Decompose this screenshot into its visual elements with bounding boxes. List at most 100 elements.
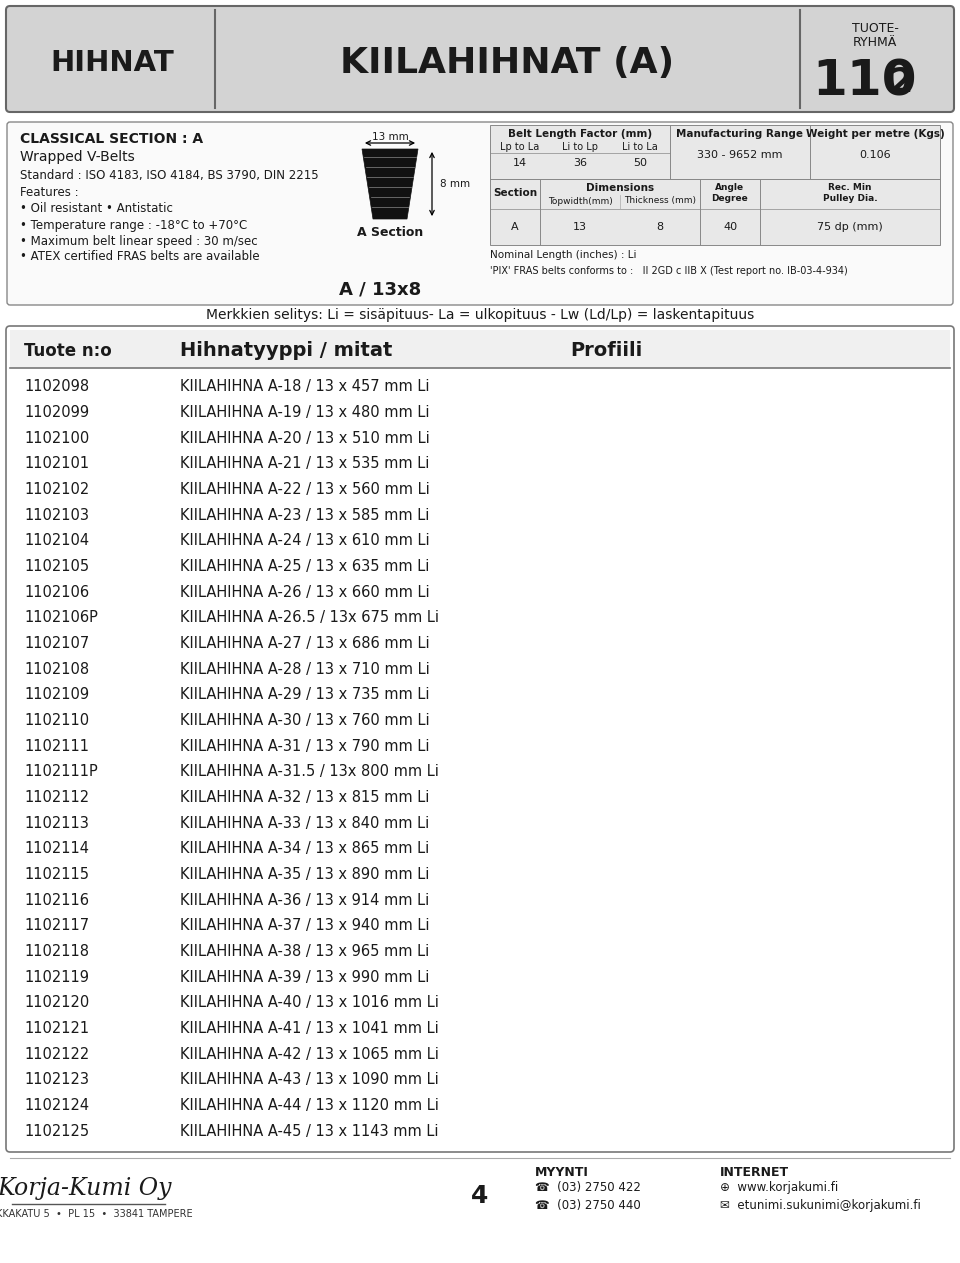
Text: 1102111: 1102111 [24, 739, 89, 754]
Text: 1102118: 1102118 [24, 943, 89, 959]
Text: KIILAHIHNA A-26 / 13 x 660 mm Li: KIILAHIHNA A-26 / 13 x 660 mm Li [180, 585, 430, 600]
Text: 1102112: 1102112 [24, 789, 89, 805]
Text: KIILAHIHNA A-40 / 13 x 1016 mm Li: KIILAHIHNA A-40 / 13 x 1016 mm Li [180, 995, 439, 1010]
Text: 1102105: 1102105 [24, 560, 89, 573]
Text: KIILAHIHNA A-38 / 13 x 965 mm Li: KIILAHIHNA A-38 / 13 x 965 mm Li [180, 943, 429, 959]
Text: Nominal Length (inches) : Li: Nominal Length (inches) : Li [490, 250, 636, 260]
FancyBboxPatch shape [490, 179, 940, 245]
Text: 330 - 9652 mm: 330 - 9652 mm [697, 150, 782, 160]
Text: 75 dp (mm): 75 dp (mm) [817, 222, 883, 232]
Text: ⊕  www.korjakumi.fi: ⊕ www.korjakumi.fi [720, 1181, 838, 1195]
Text: Topwidth(mm): Topwidth(mm) [547, 197, 612, 206]
Text: KIILAHIHNA A-23 / 13 x 585 mm Li: KIILAHIHNA A-23 / 13 x 585 mm Li [180, 508, 429, 523]
Text: KIILAHIHNA A-29 / 13 x 735 mm Li: KIILAHIHNA A-29 / 13 x 735 mm Li [180, 687, 429, 702]
Text: 13 mm: 13 mm [372, 133, 408, 141]
Text: KIILAHIHNA A-35 / 13 x 890 mm Li: KIILAHIHNA A-35 / 13 x 890 mm Li [180, 866, 429, 882]
Text: 1102122: 1102122 [24, 1047, 89, 1062]
Text: Standard : ISO 4183, ISO 4184, BS 3790, DIN 2215: Standard : ISO 4183, ISO 4184, BS 3790, … [20, 168, 319, 182]
Text: 40: 40 [723, 222, 737, 232]
Text: Belt Length Factor (mm): Belt Length Factor (mm) [508, 129, 652, 139]
Text: Angle
Degree: Angle Degree [711, 183, 749, 202]
Text: 1102102: 1102102 [24, 482, 89, 498]
Text: KIILAHIHNA A-19 / 13 x 480 mm Li: KIILAHIHNA A-19 / 13 x 480 mm Li [180, 405, 429, 421]
Text: 1102098: 1102098 [24, 379, 89, 394]
Text: MYYNTI: MYYNTI [535, 1166, 588, 1178]
Text: A / 13x8: A / 13x8 [339, 280, 421, 299]
Text: 1102113: 1102113 [24, 816, 89, 831]
Text: CLASSICAL SECTION : A: CLASSICAL SECTION : A [20, 133, 204, 147]
Text: 36: 36 [573, 158, 587, 168]
FancyBboxPatch shape [6, 326, 954, 1152]
Text: 1102110: 1102110 [24, 714, 89, 727]
Text: REKKAKATU 5  •  PL 15  •  33841 TAMPERE: REKKAKATU 5 • PL 15 • 33841 TAMPERE [0, 1209, 193, 1219]
Text: Hihnatyyppi / mitat: Hihnatyyppi / mitat [180, 341, 393, 360]
Text: 1102106P: 1102106P [24, 610, 98, 625]
Text: Profiili: Profiili [570, 341, 642, 360]
Text: 13: 13 [573, 222, 587, 232]
Text: KIILAHIHNA A-21 / 13 x 535 mm Li: KIILAHIHNA A-21 / 13 x 535 mm Li [180, 456, 429, 471]
Bar [10, 330, 950, 368]
Text: KIILAHIHNA A-42 / 13 x 1065 mm Li: KIILAHIHNA A-42 / 13 x 1065 mm Li [180, 1047, 439, 1062]
Text: 1102101: 1102101 [24, 456, 89, 471]
Text: 8 mm: 8 mm [440, 179, 470, 189]
Text: 1102100: 1102100 [24, 431, 89, 446]
Text: KIILAHIHNA A-27 / 13 x 686 mm Li: KIILAHIHNA A-27 / 13 x 686 mm Li [180, 637, 430, 650]
Text: • ATEX certified FRAS belts are available: • ATEX certified FRAS belts are availabl… [20, 250, 259, 264]
Text: KIILAHIHNA A-44 / 13 x 1120 mm Li: KIILAHIHNA A-44 / 13 x 1120 mm Li [180, 1098, 439, 1113]
Text: KIILAHIHNA A-43 / 13 x 1090 mm Li: KIILAHIHNA A-43 / 13 x 1090 mm Li [180, 1072, 439, 1087]
Text: KIILAHIHNA A-31 / 13 x 790 mm Li: KIILAHIHNA A-31 / 13 x 790 mm Li [180, 739, 429, 754]
Text: KIILAHIHNA A-30 / 13 x 760 mm Li: KIILAHIHNA A-30 / 13 x 760 mm Li [180, 714, 430, 727]
Text: 1102107: 1102107 [24, 637, 89, 650]
Text: 1102106: 1102106 [24, 585, 89, 600]
Text: Weight per metre (Kgs): Weight per metre (Kgs) [805, 129, 945, 139]
Text: • Maximum belt linear speed : 30 m/sec: • Maximum belt linear speed : 30 m/sec [20, 235, 257, 248]
Text: 110: 110 [813, 58, 917, 106]
Text: KIILAHIHNA A-26.5 / 13x 675 mm Li: KIILAHIHNA A-26.5 / 13x 675 mm Li [180, 610, 439, 625]
Text: KIILAHIHNA A-37 / 13 x 940 mm Li: KIILAHIHNA A-37 / 13 x 940 mm Li [180, 918, 429, 933]
Text: KIILAHIHNA A-31.5 / 13x 800 mm Li: KIILAHIHNA A-31.5 / 13x 800 mm Li [180, 764, 439, 779]
Text: Lp to La: Lp to La [500, 141, 540, 152]
Text: HIHNAT: HIHNAT [51, 49, 175, 77]
Text: Merkkien selitys: Li = sisäpituus- La = ulkopituus - Lw (Ld/Lp) = laskentapituus: Merkkien selitys: Li = sisäpituus- La = … [205, 308, 755, 322]
Text: Rec. Min
Pulley Dia.: Rec. Min Pulley Dia. [823, 183, 877, 202]
Text: 0.106: 0.106 [859, 150, 891, 160]
Text: KIILAHIHNA A-33 / 13 x 840 mm Li: KIILAHIHNA A-33 / 13 x 840 mm Li [180, 816, 429, 831]
Text: Thickness (mm): Thickness (mm) [624, 197, 696, 206]
Text: 1102099: 1102099 [24, 405, 89, 421]
FancyBboxPatch shape [6, 6, 954, 112]
Text: 8: 8 [657, 222, 663, 232]
Text: KIILAHIHNA A-39 / 13 x 990 mm Li: KIILAHIHNA A-39 / 13 x 990 mm Li [180, 970, 429, 985]
Text: 1102121: 1102121 [24, 1021, 89, 1036]
Text: • Temperature range : -18°C to +70°C: • Temperature range : -18°C to +70°C [20, 218, 248, 231]
Text: A: A [511, 222, 518, 232]
Text: 4: 4 [471, 1183, 489, 1207]
Text: KIILAHIHNAT (A): KIILAHIHNAT (A) [341, 45, 675, 80]
Text: KIILAHIHNA A-22 / 13 x 560 mm Li: KIILAHIHNA A-22 / 13 x 560 mm Li [180, 482, 430, 498]
Text: 14: 14 [513, 158, 527, 168]
Text: KIILAHIHNA A-36 / 13 x 914 mm Li: KIILAHIHNA A-36 / 13 x 914 mm Li [180, 893, 429, 908]
Text: ✉  etunimi.sukunimi@korjakumi.fi: ✉ etunimi.sukunimi@korjakumi.fi [720, 1199, 921, 1211]
Text: ☎  (03) 2750 422: ☎ (03) 2750 422 [535, 1181, 641, 1195]
Text: ☎  (03) 2750 440: ☎ (03) 2750 440 [535, 1199, 640, 1211]
Text: Manufacturing Range: Manufacturing Range [677, 129, 804, 139]
Text: 1102125: 1102125 [24, 1124, 89, 1139]
Text: TUOTE-: TUOTE- [852, 21, 899, 34]
Text: KIILAHIHNA A-18 / 13 x 457 mm Li: KIILAHIHNA A-18 / 13 x 457 mm Li [180, 379, 429, 394]
Text: Li to La: Li to La [622, 141, 658, 152]
Text: 1102103: 1102103 [24, 508, 89, 523]
Text: 1102116: 1102116 [24, 893, 89, 908]
Text: 1102115: 1102115 [24, 866, 89, 882]
Text: RYHMÄ: RYHMÄ [852, 35, 898, 48]
Text: • Oil resistant • Antistatic: • Oil resistant • Antistatic [20, 202, 173, 216]
Text: KIILAHIHNA A-20 / 13 x 510 mm Li: KIILAHIHNA A-20 / 13 x 510 mm Li [180, 431, 430, 446]
Text: Section: Section [492, 188, 537, 198]
Text: KIILAHIHNA A-28 / 13 x 710 mm Li: KIILAHIHNA A-28 / 13 x 710 mm Li [180, 662, 430, 677]
Text: KIILAHIHNA A-32 / 13 x 815 mm Li: KIILAHIHNA A-32 / 13 x 815 mm Li [180, 789, 429, 805]
Text: KIILAHIHNA A-24 / 13 x 610 mm Li: KIILAHIHNA A-24 / 13 x 610 mm Li [180, 533, 430, 548]
Text: 1102111P: 1102111P [24, 764, 98, 779]
Text: 50: 50 [633, 158, 647, 168]
Text: Features :: Features : [20, 187, 79, 200]
Text: 1102120: 1102120 [24, 995, 89, 1010]
Text: Korja-Kumi Oy: Korja-Kumi Oy [0, 1177, 172, 1200]
Text: 'PIX' FRAS belts conforms to :   II 2GD c IIB X (Test report no. IB-03-4-934): 'PIX' FRAS belts conforms to : II 2GD c … [490, 266, 848, 277]
